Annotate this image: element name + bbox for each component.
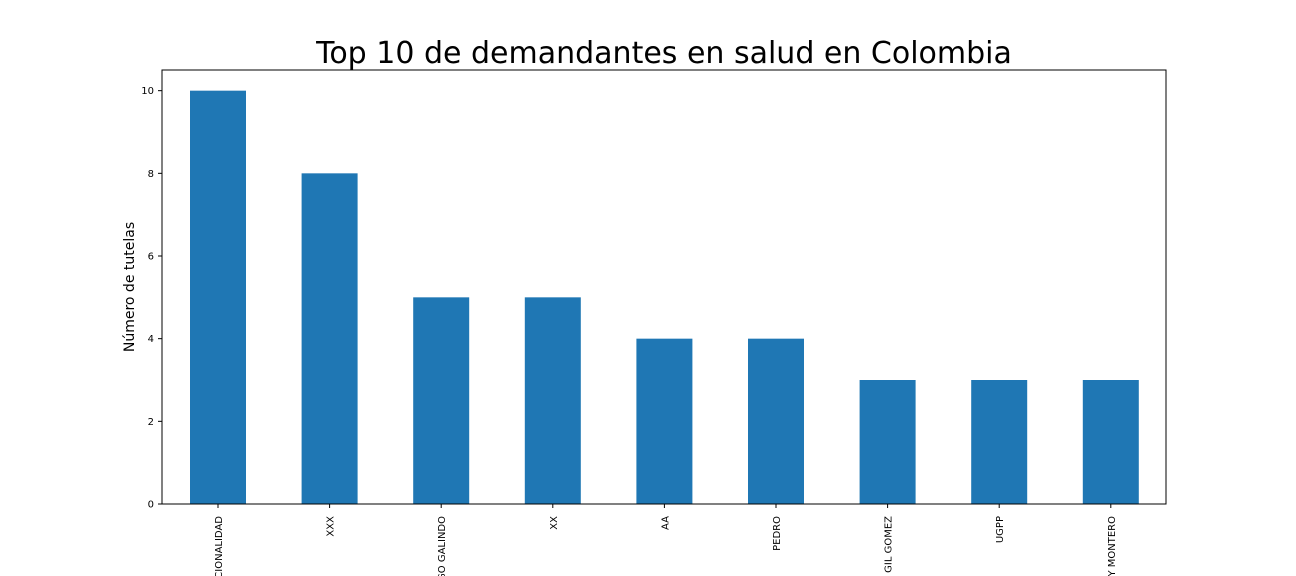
x-tick-label-2: GO GALINDO [437,516,448,576]
bar-5 [748,338,804,504]
y-axis: 0 2 4 6 8 10 [141,86,162,511]
y-tick-label-5: 10 [141,86,154,97]
bar-3 [524,297,581,504]
y-tick-label-4: 8 [148,169,154,180]
y-tick-label-0: 0 [148,500,154,511]
plot-frame [161,69,1167,505]
bar-2 [413,297,470,504]
x-tick-label-1: XXX [326,516,337,537]
bars-group [190,90,1139,505]
x-axis: CIONALIDAD XXX GO GALINDO XX AA PEDRO . GIL GO… [214,504,1118,576]
y-tick-label-1: 2 [148,417,154,428]
y-tick-label-2: 4 [148,334,154,345]
y-axis-label: Número de tutelas [122,222,138,352]
bar-8 [1082,380,1139,504]
x-tick-label-6: . GIL GOMEZ [884,516,895,576]
x-tick-label-5: PEDRO [772,516,783,551]
x-tick-label-3: XX [549,516,560,530]
bar-0 [190,90,246,505]
x-tick-label-4: AA [660,516,671,530]
x-tick-label-7: UGPP [995,516,1006,543]
bar-1 [301,173,358,505]
y-tick-label-3: 6 [148,252,154,263]
bar-4 [636,338,693,504]
chart-title: Top 10 de demandantes en salud en Colomb… [315,36,1012,71]
x-tick-label-8: Y MONTERO [1107,516,1118,576]
bar-7 [971,380,1028,504]
x-tick-label-0: CIONALIDAD [214,516,225,576]
bar-6 [859,380,916,504]
